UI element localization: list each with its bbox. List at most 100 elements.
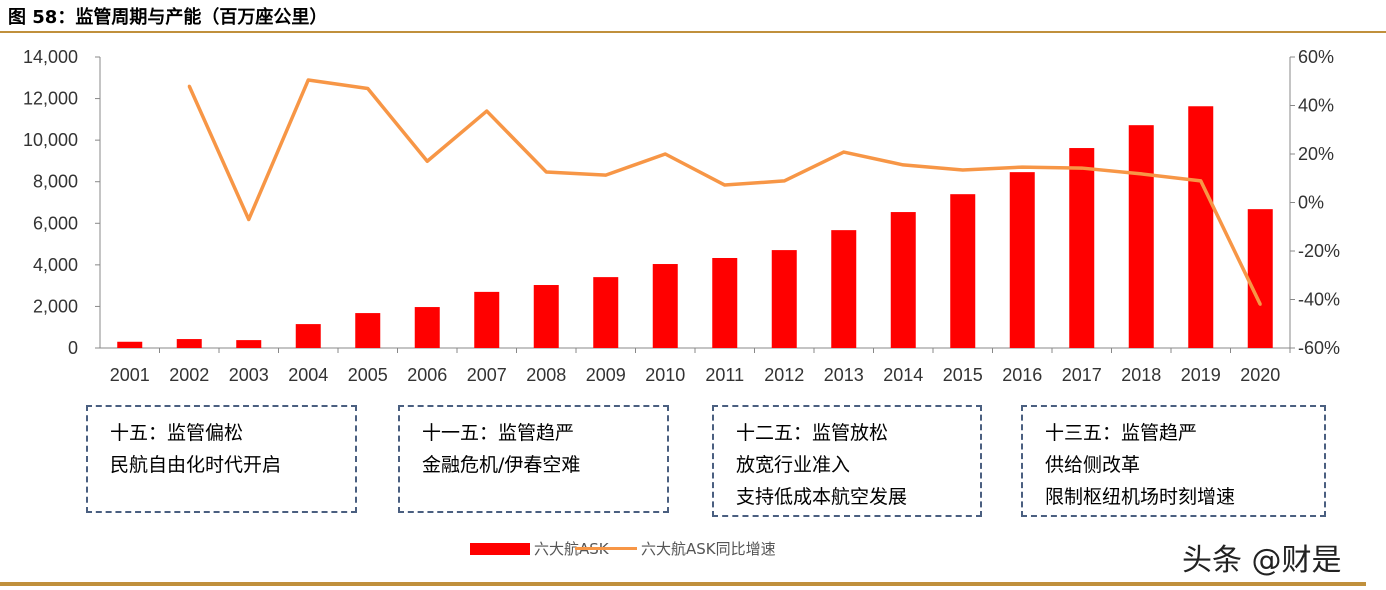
legend-item-bar: 六大航ASK	[470, 538, 609, 559]
x-tick-label: 2014	[883, 365, 923, 385]
annotation-line: 放宽行业准入	[736, 454, 851, 476]
growth-point-2014	[901, 163, 905, 167]
growth-point-2008	[544, 170, 548, 174]
bar-2018	[1128, 125, 1154, 348]
growth-point-2003	[247, 217, 251, 221]
x-tick-label: 2003	[229, 365, 269, 385]
annotation-line: 十三五：监管趋严	[1045, 422, 1198, 444]
growth-point-2004	[306, 78, 310, 82]
y-right-tick-label: -60%	[1298, 338, 1340, 358]
bar-2016	[1009, 172, 1035, 348]
growth-point-2006	[425, 159, 429, 163]
divider	[0, 582, 1366, 586]
legend-item-line: 六大航ASK同比增速	[575, 538, 776, 559]
x-tick-label: 2011	[705, 365, 744, 385]
bar-2015	[950, 194, 976, 348]
bar-2010	[652, 264, 678, 348]
growth-point-2013	[842, 150, 846, 154]
x-tick-label: 2018	[1121, 365, 1161, 385]
growth-point-2005	[366, 87, 370, 91]
x-tick-label: 2015	[943, 365, 983, 385]
x-tick-label: 2017	[1062, 365, 1102, 385]
growth-point-2015	[961, 168, 965, 172]
legend-swatch-bar	[470, 542, 530, 555]
y-right-tick-label: 60%	[1298, 47, 1334, 67]
annotation-line: 十二五：监管放松	[736, 422, 889, 444]
x-tick-label: 2005	[348, 365, 388, 385]
x-tick-label: 2016	[1002, 365, 1042, 385]
y-left-tick-label: 8,000	[33, 172, 78, 192]
x-tick-label: 2008	[526, 365, 566, 385]
y-left-tick-label: 6,000	[33, 213, 78, 233]
y-right-tick-label: 0%	[1298, 193, 1324, 213]
legend-swatch-line	[575, 547, 637, 550]
bar-2006	[414, 307, 440, 348]
growth-point-2019	[1199, 179, 1203, 183]
growth-point-2007	[485, 109, 489, 113]
bar-2003	[236, 340, 262, 348]
x-tick-label: 2002	[169, 365, 209, 385]
annotation-box-4: 十三五：监管趋严 供给侧改革 限制枢纽机场时刻增速	[1021, 405, 1326, 517]
y-left-tick-label: 10,000	[23, 130, 78, 150]
bar-2020	[1247, 209, 1273, 348]
y-right-tick-label: 20%	[1298, 144, 1334, 164]
growth-point-2020	[1258, 302, 1262, 306]
x-tick-label: 2019	[1181, 365, 1221, 385]
y-right-tick-label: 40%	[1298, 96, 1334, 116]
legend-label: 六大航ASK同比增速	[641, 540, 776, 558]
bar-2011	[712, 257, 738, 348]
x-tick-label: 2013	[824, 365, 864, 385]
bar-2008	[533, 285, 559, 348]
x-tick-label: 2009	[586, 365, 626, 385]
growth-point-2011	[723, 183, 727, 187]
bar-2004	[295, 324, 321, 348]
chart-title: 图 58：监管周期与产能（百万座公里）	[8, 7, 328, 28]
x-tick-label: 2004	[288, 365, 328, 385]
bar-2012	[771, 250, 797, 348]
bar-2007	[474, 291, 500, 348]
watermark: 头条 @财是	[1182, 543, 1342, 578]
y-left-tick-label: 14,000	[23, 47, 78, 67]
legend-label: 六大航ASK	[534, 540, 609, 558]
bar-2002	[176, 339, 202, 348]
annotation-box-3: 十二五：监管放松 放宽行业准入 支持低成本航空发展	[712, 405, 982, 517]
growth-point-2009	[604, 173, 608, 177]
annotation-line: 金融危机/伊春空难	[422, 454, 581, 476]
x-tick-label: 2020	[1240, 365, 1280, 385]
bar-2017	[1069, 148, 1095, 348]
y-left-tick-label: 0	[68, 338, 78, 358]
divider	[0, 31, 1386, 33]
bar-2014	[890, 212, 916, 348]
bar-2013	[831, 230, 857, 348]
bar-2009	[593, 277, 619, 348]
x-tick-label: 2010	[645, 365, 685, 385]
x-tick-label: 2007	[467, 365, 507, 385]
chart: 0 2,000 4,000 6,000 8,000 10,000 12,000 14,000 -…	[23, 47, 1340, 385]
annotation-box-2: 十一五：监管趋严 金融危机/伊春空难	[398, 405, 669, 513]
growth-point-2010	[663, 152, 667, 156]
y-left-tick-label: 12,000	[23, 89, 78, 109]
growth-point-2017	[1080, 166, 1084, 170]
annotation-line: 供给侧改革	[1045, 454, 1141, 476]
y-left-tick-label: 4,000	[33, 255, 78, 275]
growth-point-2012	[782, 179, 786, 183]
x-tick-label: 2001	[110, 365, 150, 385]
annotation-line: 支持低成本航空发展	[736, 486, 908, 508]
annotation-line: 民航自由化时代开启	[110, 454, 282, 476]
annotation-line: 十一五：监管趋严	[422, 422, 575, 444]
y-left-tick-label: 2,000	[33, 296, 78, 316]
growth-point-2018	[1139, 172, 1143, 176]
x-tick-label: 2012	[764, 365, 804, 385]
bar-2001	[117, 341, 143, 348]
annotation-box-1: 十五：监管偏松 民航自由化时代开启	[86, 405, 357, 513]
annotation-line: 限制枢纽机场时刻增速	[1045, 486, 1236, 508]
bar-2005	[355, 313, 381, 348]
y-right-tick-label: -20%	[1298, 241, 1340, 261]
bar-2019	[1188, 106, 1214, 348]
x-tick-label: 2006	[407, 365, 447, 385]
growth-point-2016	[1020, 165, 1024, 169]
y-right-tick-label: -40%	[1298, 290, 1340, 310]
growth-point-2002	[187, 84, 191, 88]
annotation-line: 十五：监管偏松	[110, 422, 244, 444]
